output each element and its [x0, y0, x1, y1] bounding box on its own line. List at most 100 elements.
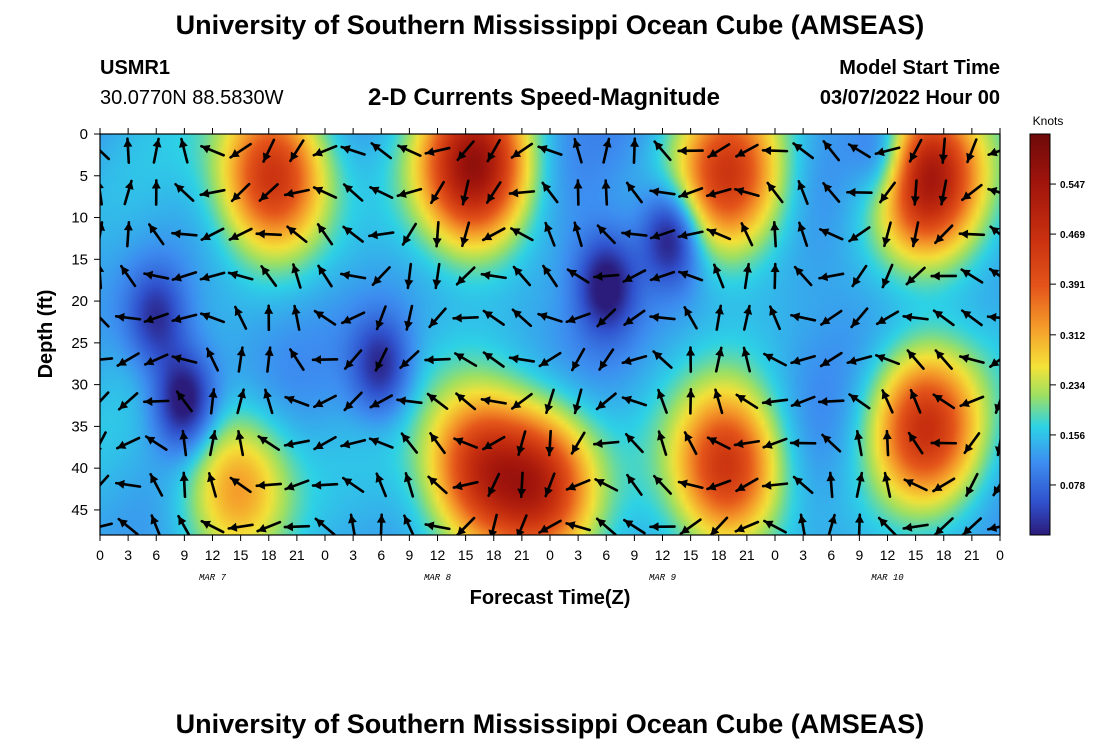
current-arrow: [452, 313, 479, 323]
current-arrow: [403, 514, 415, 535]
current-arrow: [368, 437, 394, 449]
x-tick-label: 12: [655, 547, 671, 563]
current-arrow: [143, 270, 170, 280]
current-arrow: [706, 436, 731, 450]
current-arrow: [312, 186, 338, 199]
current-arrow: [256, 520, 282, 533]
current-arrow: [565, 521, 591, 532]
colorbar-tick-label: 0.078: [1060, 481, 1085, 492]
colorbar-tick-label: 0.469: [1060, 230, 1085, 241]
current-arrow: [316, 223, 334, 246]
current-arrow: [934, 224, 954, 245]
current-arrow: [596, 308, 617, 328]
current-arrow: [596, 224, 616, 245]
current-arrow: [573, 179, 583, 206]
current-arrow: [100, 522, 113, 528]
current-arrow: [792, 475, 814, 495]
current-arrow: [630, 137, 640, 165]
current-arrow: [819, 351, 843, 368]
current-arrow: [453, 437, 479, 449]
current-arrow: [485, 181, 502, 204]
current-arrow: [177, 514, 191, 535]
day-label: MAR 10: [871, 573, 904, 583]
current-arrow: [171, 229, 198, 239]
x-tick-label: 15: [233, 547, 249, 563]
current-arrow: [175, 390, 193, 413]
y-tick-label: 15: [71, 251, 88, 268]
x-axis: 0 3 6 9 12 15 18 21 0 3 6 9 12 15 18 21 0 3 6 9 12 15 18 21 0 3 6 9…: [96, 128, 1004, 583]
current-arrow: [686, 346, 696, 373]
current-arrow: [683, 431, 698, 456]
current-arrow: [677, 230, 704, 240]
x-tick-label: 3: [799, 547, 807, 563]
current-arrow: [761, 480, 789, 490]
current-arrow: [144, 435, 168, 451]
x-tick-label: 6: [827, 547, 835, 563]
colorbar-gradient: [1029, 133, 1051, 536]
current-arrow: [481, 227, 506, 242]
current-arrow: [657, 430, 668, 456]
current-arrow: [626, 473, 643, 496]
current-arrow: [846, 187, 873, 197]
current-arrow: [538, 351, 562, 368]
current-arrow: [930, 271, 958, 281]
x-tick-label: 21: [514, 547, 530, 563]
current-arrow: [822, 140, 841, 162]
current-arrow: [989, 357, 1000, 368]
current-arrow: [123, 137, 133, 164]
y-tick-label: 10: [71, 210, 88, 227]
colorbar-tick-label: 0.391: [1060, 280, 1085, 291]
current-vectors: [100, 137, 1000, 535]
current-arrow: [205, 347, 220, 372]
x-tick-label: 0: [771, 547, 779, 563]
current-arrow: [428, 307, 447, 329]
current-arrow: [313, 309, 337, 326]
current-arrow: [229, 476, 252, 494]
current-arrow: [854, 429, 864, 457]
current-arrow: [652, 474, 673, 495]
current-arrow: [455, 266, 476, 286]
current-arrow: [230, 182, 251, 203]
current-arrow: [735, 393, 759, 410]
current-arrow: [714, 346, 724, 373]
current-arrow: [879, 181, 896, 204]
current-arrow: [510, 392, 533, 410]
current-arrow: [846, 355, 873, 365]
current-arrow: [375, 472, 388, 498]
x-tick-label: 6: [377, 547, 385, 563]
current-arrow: [847, 143, 871, 159]
current-arrow: [482, 351, 505, 368]
current-arrow: [902, 522, 929, 532]
current-arrow: [593, 438, 620, 448]
colorbar-unit: Knots: [1033, 114, 1064, 128]
current-arrow: [537, 312, 563, 323]
current-arrow: [966, 138, 978, 164]
current-arrow: [487, 472, 501, 498]
current-arrow: [517, 471, 527, 499]
current-arrow: [709, 516, 729, 535]
current-arrow: [817, 397, 845, 407]
current-arrow: [119, 264, 137, 288]
current-arrow: [179, 429, 189, 457]
current-arrow: [822, 182, 841, 203]
current-arrow: [622, 269, 647, 283]
current-arrow: [766, 181, 784, 204]
current-arrow: [960, 268, 984, 284]
current-arrow: [570, 347, 586, 372]
current-arrow: [902, 312, 929, 322]
current-arrow: [343, 349, 363, 370]
x-tick-label: 0: [96, 547, 104, 563]
current-arrow: [848, 226, 871, 243]
day-label: MAR 9: [649, 573, 677, 583]
current-arrow: [199, 312, 226, 324]
current-arrow: [424, 355, 451, 365]
current-arrow: [148, 223, 165, 246]
current-arrow: [763, 352, 787, 367]
current-arrow: [143, 353, 169, 366]
current-arrow: [992, 482, 1000, 497]
x-tick-label: 9: [855, 547, 863, 563]
chart-subtitle: 2-D Currents Speed-Magnitude: [368, 84, 721, 111]
current-arrow: [369, 185, 394, 199]
current-arrow: [621, 229, 648, 239]
current-arrow: [761, 397, 789, 407]
